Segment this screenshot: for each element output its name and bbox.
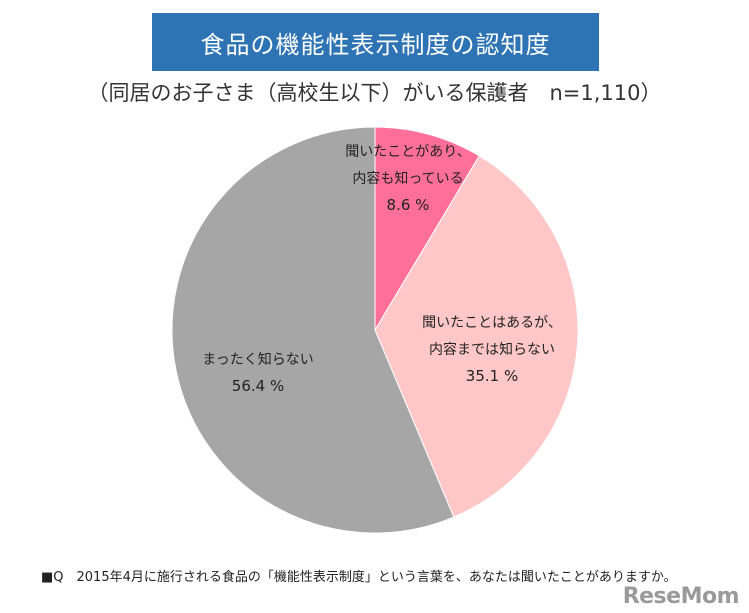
slice-value-label: 8.6 % [387, 196, 430, 214]
slice-value-label: 56.4 % [232, 377, 284, 395]
slice-category-label: まったく知らない [202, 351, 313, 368]
pie-slice-3 [171, 126, 455, 534]
pie-slice-1 [374, 126, 481, 332]
chart-title: 食品の機能性表示制度の認知度 [152, 13, 599, 71]
slice-category-label: 内容も知っている [352, 170, 463, 187]
slice-category-label: 聞いたことはあるが、 [422, 315, 562, 331]
slice-category-label: 内容までは知らない [429, 341, 555, 358]
pie-labels: 聞いたことがあり、内容も知っている 8.6 % 聞いたことはあるが、内容までは知らな… [202, 144, 562, 395]
pie-slices [171, 126, 579, 534]
slice-value-label: 35.1 % [466, 367, 518, 385]
chart-subtitle: （同居のお子さま（高校生以下）がいる保護者 n=1,110） [87, 81, 662, 105]
footnote: ■Q 2015年4月に施行される食品の「機能性表示制度」という言葉を、あなたは聞… [41, 570, 677, 585]
slice-category-label: 聞いたことがあり、 [345, 144, 470, 160]
pie-slice-2 [374, 155, 579, 518]
watermark-logo: ReseMom [622, 584, 740, 609]
